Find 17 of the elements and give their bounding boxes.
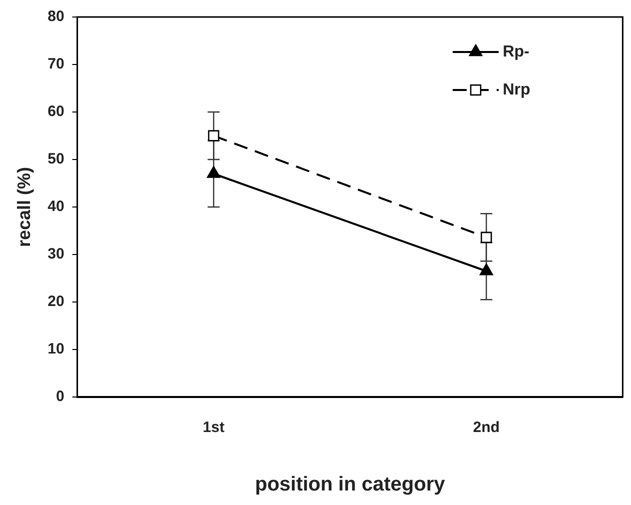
legend-label: Rp- xyxy=(502,43,530,60)
y-tick-label: 50 xyxy=(48,150,64,168)
point xyxy=(480,232,492,243)
y-axis-title: recall (%) xyxy=(14,166,34,248)
x-axis-title: position in category xyxy=(254,474,446,496)
x-tick-label: 2nd xyxy=(473,419,500,436)
y-tick-label: 40 xyxy=(48,198,64,216)
x-tick-label: 1st xyxy=(202,419,224,436)
y-tick-label: 60 xyxy=(48,103,64,120)
y-tick-label: 10 xyxy=(48,340,64,358)
y-tick-label: 70 xyxy=(48,56,64,73)
y-tick-label: 0 xyxy=(56,388,64,406)
y-tick-label: 20 xyxy=(48,293,64,310)
legend-label: Nrp xyxy=(502,81,530,98)
point xyxy=(208,130,220,142)
y-tick-label: 30 xyxy=(48,246,64,263)
y-tick-label: 80 xyxy=(48,8,64,26)
